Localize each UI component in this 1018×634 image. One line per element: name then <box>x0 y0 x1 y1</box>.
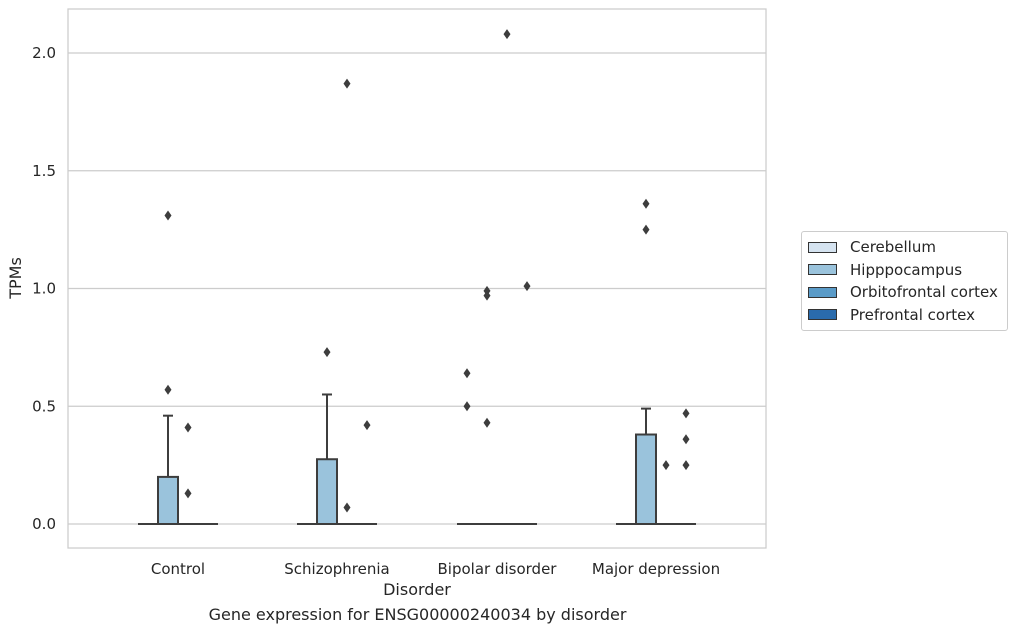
legend-swatch-hippocampus <box>808 264 837 276</box>
box-rect <box>635 433 657 526</box>
outlier-point <box>463 368 471 379</box>
x-tick-label: Control <box>151 560 205 578</box>
legend-swatch-prefrontal-cortex <box>808 309 837 321</box>
box-1-0 <box>157 414 179 525</box>
legend-item-prefrontal-cortex: Prefrontal cortex <box>802 304 1007 327</box>
outlier-point <box>662 460 670 471</box>
outlier-point <box>682 408 690 419</box>
legend-label: Hipppocampus <box>850 260 963 279</box>
x-tick-labels: Control Schizophrenia Bipolar disorder Majo… <box>151 560 720 578</box>
y-tick-label: 2.0 <box>32 44 56 62</box>
legend-swatch-orbitofrontal-cortex <box>808 286 837 298</box>
legend-item-orbitofrontal-cortex: Orbitofrontal cortex <box>802 281 1007 304</box>
y-axis-label: TPMs <box>6 257 25 300</box>
legend-item-cerebellum: Cerebellum <box>802 236 1007 259</box>
x-tick-label: Major depression <box>592 560 720 578</box>
outlier-point <box>164 210 172 221</box>
outlier-point <box>503 29 511 40</box>
y-tick-label: 1.5 <box>32 162 56 180</box>
outlier-point <box>483 417 491 428</box>
outlier-point <box>642 198 650 209</box>
legend-label: Prefrontal cortex <box>850 305 975 324</box>
x-tick-label: Schizophrenia <box>284 560 389 578</box>
legend-label: Cerebellum <box>850 238 936 257</box>
outlier-point <box>642 224 650 235</box>
outlier-point <box>184 422 192 433</box>
grid-lines <box>68 52 766 525</box>
x-tick-label: Bipolar disorder <box>438 560 558 578</box>
legend-swatch-cerebellum <box>808 241 837 253</box>
outlier-point <box>363 420 371 431</box>
outlier-point <box>323 347 331 358</box>
chart-caption: Gene expression for ENSG00000240034 by d… <box>208 605 627 624</box>
boxes <box>138 393 696 526</box>
outlier-point <box>682 460 690 471</box>
legend-item-hippocampus: Hipppocampus <box>802 259 1007 282</box>
outlier-point <box>483 290 491 301</box>
x-axis-label: Disorder <box>383 580 451 599</box>
outlier-point <box>343 78 351 89</box>
y-tick-label: 1.0 <box>32 280 56 298</box>
outliers <box>164 29 690 513</box>
outlier-point <box>184 488 192 499</box>
outlier-point <box>682 434 690 445</box>
y-tick-labels: 0.0 0.5 1.0 1.5 2.0 <box>32 44 56 533</box>
legend: Cerebellum Hipppocampus Orbitofrontal co… <box>801 231 1008 331</box>
y-tick-label: 0.0 <box>32 515 56 533</box>
box-rect <box>157 475 179 525</box>
outlier-point <box>463 401 471 412</box>
legend-label: Orbitofrontal cortex <box>850 283 998 302</box>
plot-area-frame <box>67 8 767 549</box>
y-tick-label: 0.5 <box>32 397 56 415</box>
box-1-1 <box>316 393 338 525</box>
outlier-point <box>343 502 351 513</box>
box-rect <box>316 458 338 525</box>
outlier-point <box>523 281 531 292</box>
outlier-point <box>164 384 172 395</box>
box-1-3 <box>635 407 657 526</box>
